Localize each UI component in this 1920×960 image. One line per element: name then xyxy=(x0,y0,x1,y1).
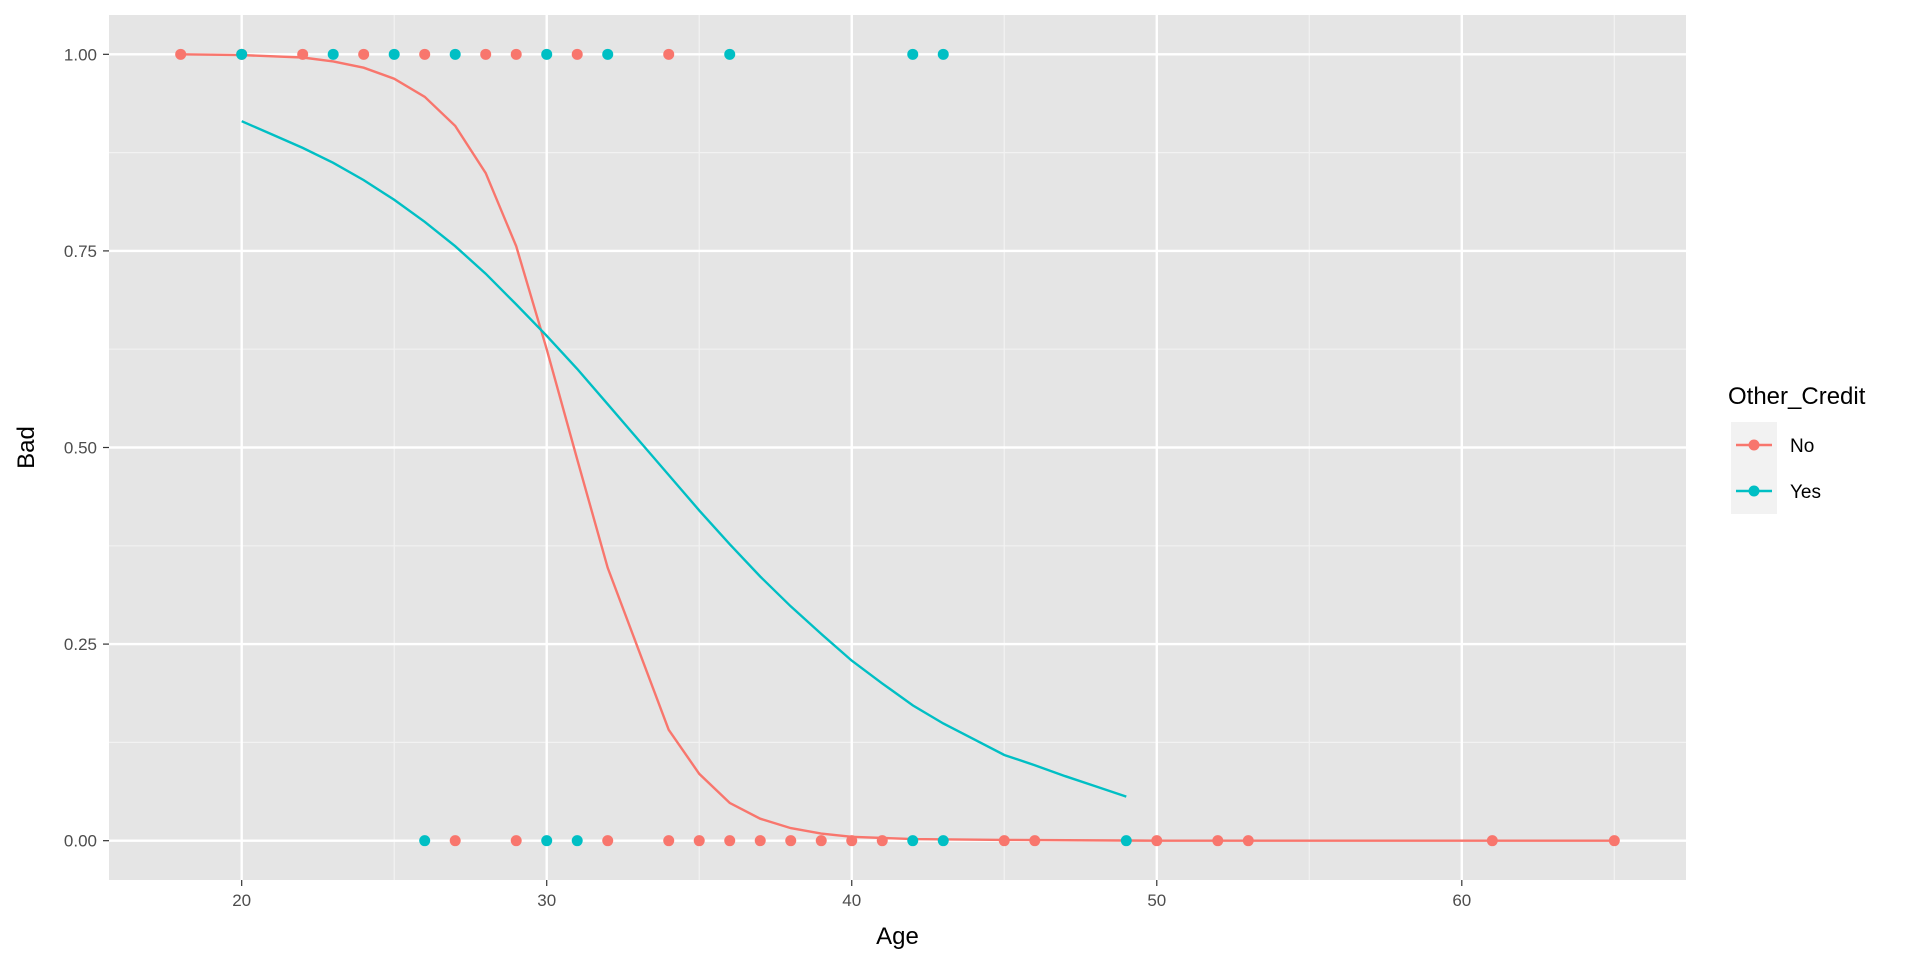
data-point-no xyxy=(1212,835,1224,847)
data-point-no xyxy=(602,835,614,847)
data-point-yes xyxy=(602,48,614,60)
curve-no xyxy=(180,53,1615,842)
legend-key-point xyxy=(1748,439,1760,451)
x-tick-label: 50 xyxy=(1147,891,1166,910)
data-point-no xyxy=(510,835,522,847)
data-point-yes xyxy=(388,48,400,60)
x-axis: 20 30 40 50 60 xyxy=(232,880,1471,910)
data-point-yes xyxy=(937,835,949,847)
data-point-no xyxy=(1486,835,1498,847)
data-point-no xyxy=(846,835,858,847)
data-point-no xyxy=(419,48,431,60)
y-tick-label: 0.00 xyxy=(64,832,97,851)
x-tick-label: 20 xyxy=(232,891,251,910)
x-axis-title: Age xyxy=(876,923,919,950)
legend-key-background xyxy=(1731,422,1777,514)
data-point-no xyxy=(663,835,675,847)
data-point-no xyxy=(1029,835,1041,847)
legend-items: No Yes xyxy=(1731,422,1821,514)
data-point-no xyxy=(998,835,1010,847)
data-point-no xyxy=(724,835,736,847)
major-gridlines xyxy=(109,15,1686,880)
data-point-yes xyxy=(236,48,248,60)
data-points xyxy=(175,48,1620,847)
data-point-no xyxy=(297,48,309,60)
legend: Other_Credit No Yes xyxy=(1728,383,1866,514)
data-point-no xyxy=(358,48,370,60)
y-axis-title: Bad xyxy=(13,426,40,469)
data-point-yes xyxy=(907,835,919,847)
y-tick-label: 0.25 xyxy=(64,635,97,654)
data-point-no xyxy=(449,835,461,847)
data-point-no xyxy=(785,835,797,847)
data-point-no xyxy=(480,48,492,60)
data-point-yes xyxy=(907,48,919,60)
data-point-no xyxy=(510,48,522,60)
data-point-yes xyxy=(541,48,553,60)
y-tick-label: 1.00 xyxy=(64,45,97,64)
data-point-no xyxy=(815,835,827,847)
data-point-no xyxy=(1151,835,1163,847)
legend-title: Other_Credit xyxy=(1728,383,1866,410)
data-point-no xyxy=(175,48,187,60)
data-point-no xyxy=(1608,835,1620,847)
y-tick-label: 0.75 xyxy=(64,242,97,261)
data-point-yes xyxy=(419,835,431,847)
x-tick-label: 30 xyxy=(537,891,556,910)
data-point-yes xyxy=(1120,835,1132,847)
data-point-yes xyxy=(571,835,583,847)
legend-label-no: No xyxy=(1790,436,1814,457)
y-tick-label: 0.50 xyxy=(64,439,97,458)
data-point-yes xyxy=(541,835,553,847)
y-axis: 0.00 0.25 0.50 0.75 1.00 xyxy=(64,45,109,851)
data-point-no xyxy=(876,835,888,847)
data-point-no xyxy=(1242,835,1254,847)
x-tick-label: 40 xyxy=(842,891,861,910)
data-point-no xyxy=(693,835,705,847)
legend-label-yes: Yes xyxy=(1790,482,1821,503)
data-point-no xyxy=(663,48,675,60)
curve-yes xyxy=(241,120,1127,798)
data-point-yes xyxy=(937,48,949,60)
data-point-yes xyxy=(327,48,339,60)
fitted-curves xyxy=(180,53,1615,842)
data-point-yes xyxy=(449,48,461,60)
legend-key-point xyxy=(1748,485,1760,497)
data-point-no xyxy=(754,835,766,847)
data-point-no xyxy=(571,48,583,60)
x-tick-label: 60 xyxy=(1452,891,1471,910)
data-point-yes xyxy=(724,48,736,60)
